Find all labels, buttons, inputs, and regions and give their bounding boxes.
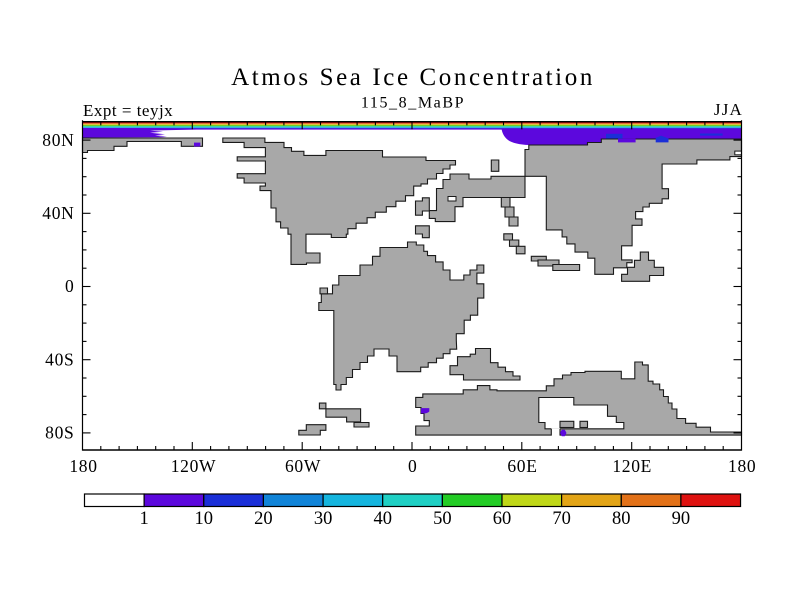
svg-text:50: 50: [433, 509, 452, 529]
svg-text:40: 40: [373, 509, 392, 529]
svg-text:70: 70: [552, 509, 571, 529]
svg-text:80S: 80S: [45, 423, 74, 443]
svg-text:JJA: JJA: [714, 100, 743, 119]
svg-text:20: 20: [254, 509, 273, 529]
svg-text:Expt = teyjx: Expt = teyjx: [83, 101, 173, 120]
svg-text:115_8_MaBP: 115_8_MaBP: [361, 95, 465, 112]
svg-text:80: 80: [612, 509, 631, 529]
svg-text:1: 1: [139, 509, 148, 529]
svg-text:60: 60: [493, 509, 512, 529]
svg-text:40S: 40S: [45, 349, 74, 369]
svg-text:30: 30: [314, 509, 333, 529]
svg-text:0: 0: [408, 456, 417, 476]
svg-text:90: 90: [672, 509, 691, 529]
svg-text:180: 180: [728, 456, 756, 476]
svg-text:120W: 120W: [171, 456, 217, 476]
svg-text:180: 180: [69, 456, 97, 476]
svg-text:120E: 120E: [612, 456, 652, 476]
svg-text:60W: 60W: [285, 456, 321, 476]
svg-text:40N: 40N: [42, 203, 74, 223]
svg-text:10: 10: [195, 509, 214, 529]
svg-text:80N: 80N: [42, 130, 74, 150]
svg-text:60E: 60E: [507, 456, 537, 476]
svg-text:0: 0: [65, 276, 74, 296]
svg-text:Atmos Sea Ice Concentration: Atmos Sea Ice Concentration: [231, 64, 595, 91]
